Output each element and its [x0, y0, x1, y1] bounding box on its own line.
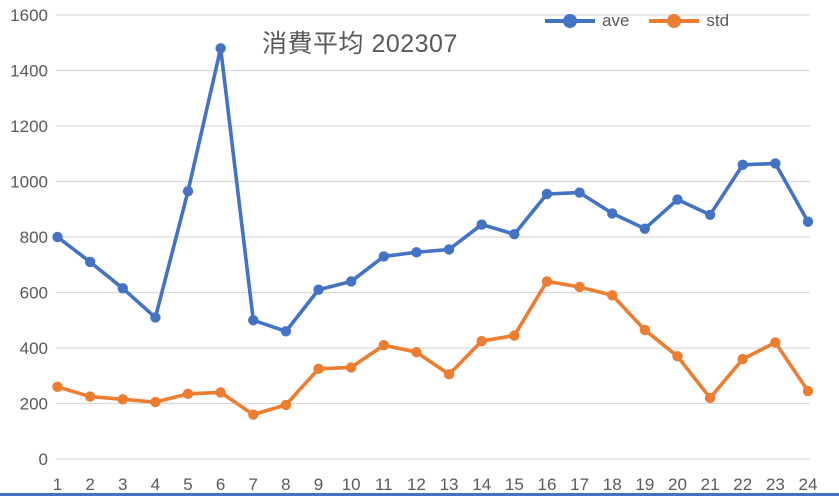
data-point-marker-ave[interactable] [770, 158, 781, 169]
x-axis-tick-label: 20 [668, 475, 687, 494]
x-axis-tick-label: 15 [505, 475, 524, 494]
x-axis-tick-label: 17 [570, 475, 589, 494]
data-point-marker-std[interactable] [280, 399, 292, 411]
data-point-marker-std[interactable] [607, 290, 618, 301]
data-point-marker-std[interactable] [378, 340, 390, 351]
x-axis-tick-label: 16 [537, 475, 556, 494]
y-axis-tick-label: 1400 [10, 62, 48, 81]
legend-item-std[interactable]: std [649, 10, 729, 32]
x-axis-tick-label: 23 [766, 475, 785, 494]
y-axis-tick-label: 1600 [10, 6, 48, 25]
data-point-marker-std[interactable] [215, 387, 226, 398]
data-point-marker-ave[interactable] [52, 231, 63, 243]
data-point-marker-ave[interactable] [411, 247, 422, 258]
data-point-marker-std[interactable] [443, 369, 455, 380]
data-point-marker-ave[interactable] [672, 194, 683, 205]
data-point-marker-ave[interactable] [248, 315, 259, 326]
data-point-marker-ave[interactable] [574, 187, 585, 198]
data-point-marker-ave[interactable] [541, 188, 553, 200]
data-point-marker-std[interactable] [541, 276, 553, 287]
legend-item-ave[interactable]: ave [545, 10, 629, 32]
data-point-marker-std[interactable] [117, 394, 128, 405]
x-axis-tick-label: 13 [440, 475, 459, 494]
data-point-marker-ave[interactable] [509, 229, 520, 240]
data-point-marker-std[interactable] [672, 351, 683, 362]
legend-line-marker-icon [649, 10, 700, 32]
x-axis-tick-label: 2 [85, 475, 94, 494]
window-edge-line [0, 493, 839, 496]
x-axis-tick-label: 3 [118, 475, 127, 494]
data-point-marker-ave[interactable] [378, 251, 390, 262]
y-axis-tick-label: 400 [20, 339, 48, 358]
data-point-marker-ave[interactable] [280, 326, 292, 337]
legend-line-marker-icon [545, 10, 595, 32]
data-point-marker-ave[interactable] [476, 219, 487, 230]
data-point-marker-ave[interactable] [345, 276, 357, 287]
x-axis-tick-label: 6 [216, 475, 225, 494]
x-axis-tick-label: 24 [799, 475, 818, 494]
data-point-marker-ave[interactable] [443, 244, 455, 255]
x-axis-tick-label: 18 [603, 475, 622, 494]
legend-label-std: std [706, 11, 730, 30]
legend: ave std [545, 10, 729, 32]
data-point-marker-ave[interactable] [215, 43, 226, 54]
data-point-marker-std[interactable] [639, 324, 651, 336]
series-line-ave[interactable] [55, 46, 810, 334]
data-point-marker-std[interactable] [802, 385, 814, 397]
data-point-marker-std[interactable] [411, 346, 422, 358]
data-point-marker-std[interactable] [574, 281, 585, 293]
y-axis-tick-label: 800 [20, 228, 48, 247]
data-point-marker-std[interactable] [84, 391, 96, 402]
legend-label-ave: ave [602, 11, 630, 30]
x-axis-tick-label: 8 [281, 475, 290, 494]
data-point-marker-std[interactable] [182, 388, 194, 399]
x-axis-tick-label: 22 [733, 475, 752, 494]
data-point-marker-ave[interactable] [182, 186, 194, 197]
data-point-marker-ave[interactable] [737, 159, 748, 171]
x-axis-tick-label: 11 [375, 475, 393, 494]
x-axis-tick-label: 4 [151, 475, 160, 494]
data-point-marker-std[interactable] [345, 362, 357, 373]
data-point-marker-std[interactable] [248, 409, 259, 420]
data-point-marker-ave[interactable] [607, 208, 618, 219]
data-point-marker-ave[interactable] [802, 216, 814, 227]
x-axis-tick-label: 21 [701, 475, 720, 494]
data-point-marker-std[interactable] [704, 392, 716, 404]
data-point-marker-std[interactable] [313, 363, 324, 375]
data-point-marker-ave[interactable] [117, 283, 128, 294]
x-axis-tick-label: 10 [342, 475, 361, 494]
series-line-std[interactable] [55, 279, 810, 417]
data-point-marker-ave[interactable] [639, 223, 651, 234]
x-axis-tick-label: 1 [53, 475, 62, 494]
legend-dot-std [667, 14, 682, 28]
y-axis-tick-label: 0 [39, 450, 48, 469]
y-axis-tick-label: 1200 [10, 117, 48, 136]
data-point-marker-std[interactable] [509, 330, 520, 341]
x-axis-tick-label: 14 [472, 475, 491, 494]
x-axis-tick-label: 7 [249, 475, 258, 494]
data-point-marker-std[interactable] [476, 335, 487, 347]
chart-title: 消費平均 202307 [262, 30, 458, 58]
x-axis-tick-label: 19 [635, 475, 654, 494]
data-point-marker-std[interactable] [52, 381, 63, 393]
data-point-marker-std[interactable] [150, 396, 161, 408]
data-point-marker-ave[interactable] [704, 209, 716, 220]
data-point-marker-ave[interactable] [84, 256, 96, 268]
data-point-marker-std[interactable] [737, 353, 748, 365]
data-point-marker-std[interactable] [770, 337, 781, 348]
data-point-marker-ave[interactable] [150, 312, 161, 323]
x-axis-tick-label: 9 [314, 475, 323, 494]
x-axis-tick-label: 5 [183, 475, 192, 494]
y-axis-tick-label: 200 [20, 395, 48, 414]
data-point-marker-ave[interactable] [313, 284, 324, 295]
x-axis-tick-label: 12 [407, 475, 426, 494]
legend-dot-ave [563, 14, 577, 28]
y-axis-tick-label: 1000 [10, 173, 48, 192]
y-axis-tick-label: 600 [20, 284, 48, 303]
